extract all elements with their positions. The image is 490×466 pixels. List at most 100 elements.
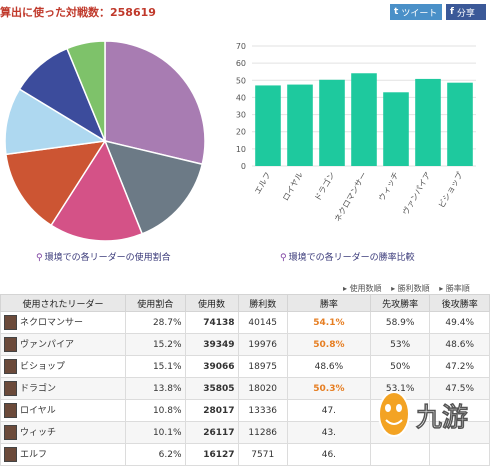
pie-slice-2[interactable] (50, 139, 144, 242)
y-tick-label: 70 (236, 42, 246, 51)
location-pin-icon: ⚲ (280, 253, 287, 263)
bar-2[interactable] (319, 79, 345, 166)
second-rate-cell-text: 47.2% (445, 361, 474, 372)
rate-cell: 47. (286, 399, 371, 422)
col-share: 使用割合 (125, 294, 186, 312)
rate-cell: 43. (286, 421, 371, 444)
table-row: ドラゴン 13.8% 35805 18020 50.3% 53.1% 47.5% (0, 377, 490, 400)
leader-name-text: ドラゴン (20, 384, 57, 394)
uses-cell-text: 74138 (203, 317, 235, 328)
share-cell-text: 10.8% (152, 405, 182, 416)
twitter-icon: t (394, 7, 399, 17)
facebook-share-button[interactable]: f 分享 (446, 4, 486, 20)
share-cell-text: 15.1% (152, 361, 182, 372)
y-tick-label: 50 (236, 76, 246, 85)
leader-name-text: ヴァンパイア (20, 340, 75, 350)
rate-cell-text: 48.6% (314, 361, 344, 372)
first-rate-cell-text: 53.1% (385, 383, 415, 394)
second-rate-cell-text: 47.5% (445, 383, 474, 394)
rate-cell-text: 43. (321, 427, 337, 438)
leader-name-text: ビショップ (20, 362, 66, 372)
share-cell: 10.1% (125, 421, 186, 444)
facebook-icon: f (450, 7, 454, 17)
pie-slice-1[interactable] (103, 139, 204, 235)
pie-slice-0[interactable] (104, 40, 206, 166)
col-wins: 勝利数 (237, 294, 288, 312)
wins-cell-text: 19976 (248, 339, 278, 350)
uses-cell: 16127 (184, 443, 239, 466)
share-cell-text: 15.2% (152, 339, 182, 350)
uses-cell: 26117 (184, 421, 239, 444)
first-rate-cell-text: 50% (390, 361, 411, 372)
leader-name: ビショップ (0, 355, 126, 378)
share-cell: 28.7% (125, 311, 186, 334)
bar-5[interactable] (415, 78, 441, 166)
pie-caption: ⚲ 環境での各リーダーの使用割合 (36, 250, 171, 263)
bar-3[interactable] (351, 73, 377, 166)
bar-caption: ⚲ 環境での各リーダーの勝率比較 (280, 250, 415, 263)
first-rate-cell (369, 443, 431, 466)
location-pin-icon: ⚲ (36, 253, 43, 263)
x-tick-label: ビショップ (437, 171, 465, 210)
rate-cell-text: 54.1% (313, 317, 345, 328)
leader-avatar (4, 337, 17, 352)
second-rate-cell (429, 443, 490, 466)
rate-cell-text: 47. (321, 405, 337, 416)
col-leader: 使用されたリーダー (0, 294, 126, 312)
first-rate-cell: 50% (369, 355, 431, 378)
tweet-button[interactable]: t ツイート (390, 4, 442, 20)
leader-name: ウィッチ (0, 421, 126, 444)
rate-cell: 50.8% (286, 333, 371, 356)
col-rate: 勝率 (286, 294, 371, 312)
y-tick-label: 20 (236, 128, 246, 137)
wins-cell-text: 11286 (248, 427, 278, 438)
leader-avatar (4, 403, 17, 418)
uses-cell-text: 28017 (203, 405, 235, 416)
share-cell-text: 28.7% (152, 317, 182, 328)
y-tick-label: 10 (236, 145, 246, 154)
tweet-label: ツイート (401, 8, 438, 19)
pie-slice-3[interactable] (5, 140, 107, 227)
wins-cell: 19976 (237, 333, 288, 356)
wins-cell: 7571 (237, 443, 288, 466)
table-row: エルフ 6.2% 16127 7571 46. (0, 443, 490, 466)
uses-cell-text: 39349 (203, 339, 235, 350)
bar-6[interactable] (447, 82, 473, 166)
uses-cell-text: 35805 (203, 383, 235, 394)
first-rate-cell: 58.9% (369, 311, 431, 334)
pie-slice-6[interactable] (66, 40, 106, 142)
bar-0[interactable] (255, 85, 281, 166)
bar-1[interactable] (287, 84, 313, 166)
leader-name: ドラゴン (0, 377, 126, 400)
rate-cell: 50.3% (286, 377, 371, 400)
leader-name: エルフ (0, 443, 126, 466)
leader-avatar (4, 315, 17, 330)
table-header-row: 使用されたリーダー 使用割合 使用数 勝利数 勝率 先攻勝率 後攻勝率 (0, 294, 490, 312)
leader-name: ロイヤル (0, 399, 126, 422)
rate-cell-text: 50.8% (313, 339, 345, 350)
second-rate-cell-text: 48.6% (445, 339, 474, 350)
rate-cell-text: 46. (321, 449, 337, 460)
second-rate-cell-text: 49.4% (445, 317, 474, 328)
rate-cell-text: 50.3% (313, 383, 345, 394)
sort-by-rate[interactable]: ▸ 勝率順 (439, 284, 470, 293)
sort-by-wins[interactable]: ▸ 勝利数順 (391, 284, 430, 293)
wins-cell-text: 40145 (248, 317, 278, 328)
leader-avatar (4, 359, 17, 374)
pie-slice-4[interactable] (4, 88, 108, 156)
uses-cell: 74138 (184, 311, 239, 334)
x-tick-label: ロイヤル (281, 171, 305, 203)
x-tick-label: ウィッチ (377, 171, 401, 203)
leader-name: ネクロマンサー (0, 311, 126, 334)
table-row: ネクロマンサー 28.7% 74138 40145 54.1% 58.9% 49.4% (0, 311, 490, 334)
bar-4[interactable] (383, 92, 409, 166)
x-tick-label: ドラゴン (312, 170, 337, 203)
rate-cell: 46. (286, 443, 371, 466)
leader-name: ヴァンパイア (0, 333, 126, 356)
sort-by-uses[interactable]: ▸ 使用数順 (343, 284, 382, 293)
wins-cell: 13336 (237, 399, 288, 422)
match-count: 258619 (110, 6, 156, 19)
uses-cell-text: 26117 (203, 427, 235, 438)
wins-cell: 18975 (237, 355, 288, 378)
watermark-logo: 九游 (378, 391, 468, 437)
